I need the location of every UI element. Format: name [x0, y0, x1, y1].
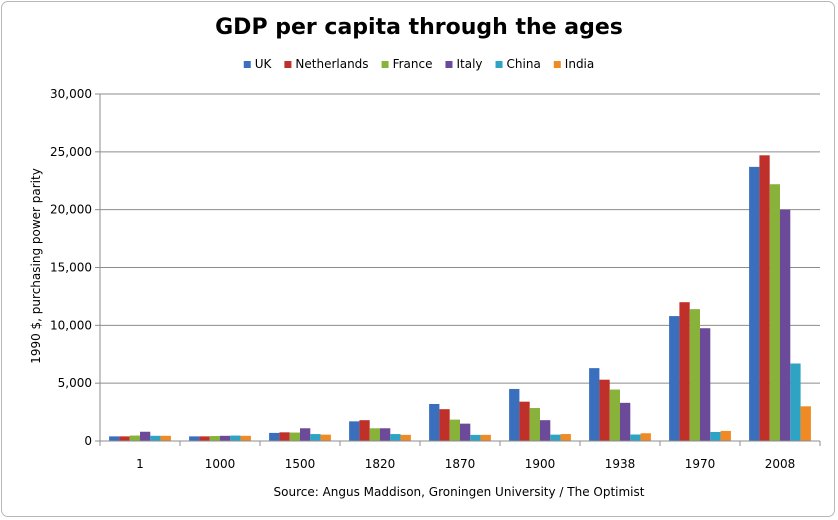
y-axis-ticks: 0 5,000 10,000 15,000 20,000 25,000 30,000: [50, 87, 92, 448]
bar: [160, 435, 171, 441]
axes: [99, 94, 820, 442]
x-tick-label: 1970: [685, 457, 716, 471]
gridlines: [95, 93, 820, 442]
legend-swatch: [381, 61, 389, 68]
bar: [439, 409, 450, 441]
legend-label: Netherlands: [295, 57, 368, 71]
legend-swatch: [243, 61, 251, 68]
bar: [119, 436, 130, 441]
y-tick-label: 10,000: [50, 318, 92, 332]
bar: [380, 428, 391, 441]
bar: [780, 209, 791, 441]
x-tick-label: 1000: [205, 457, 236, 471]
legend-swatch: [445, 61, 453, 68]
bar: [189, 436, 200, 441]
bar: [589, 368, 600, 441]
bar: [720, 430, 731, 441]
bar: [129, 435, 140, 441]
y-tick-label: 30,000: [50, 87, 92, 101]
bar: [230, 435, 241, 441]
legend-label: France: [393, 57, 433, 71]
bar: [640, 433, 651, 441]
x-tick-label: 1500: [285, 457, 316, 471]
x-tick-label: 1870: [445, 457, 476, 471]
x-tick-label: 1938: [605, 457, 636, 471]
legend-label: Italy: [456, 57, 482, 71]
bar: [700, 328, 711, 441]
bar: [540, 420, 551, 441]
bars: [109, 155, 811, 441]
bar: [519, 401, 530, 441]
bar: [759, 155, 770, 441]
bar: [749, 166, 760, 441]
bar: [199, 436, 210, 441]
bar: [240, 435, 251, 441]
bar: [150, 435, 161, 441]
bar: [460, 423, 471, 441]
bar: [109, 436, 120, 441]
chart-title: GDP per capita through the ages: [215, 15, 623, 40]
bar: [349, 421, 360, 441]
bar: [769, 184, 780, 441]
bar: [599, 379, 610, 441]
bar: [220, 435, 231, 441]
x-tick-label: 1820: [365, 457, 396, 471]
y-axis-title: 1990 $, purchasing power parity: [29, 168, 43, 364]
x-axis-ticks: 1 1000 1500 1820 1870 1900 1938 1970 2008: [99, 441, 821, 471]
legend-label: India: [565, 57, 594, 71]
bar: [209, 436, 220, 441]
y-tick-label: 15,000: [50, 261, 92, 275]
bar: [620, 402, 631, 441]
bar: [400, 434, 411, 441]
bar: [390, 434, 401, 441]
bar: [509, 388, 520, 441]
x-tick-label: 1: [136, 457, 144, 471]
y-tick-label: 25,000: [50, 145, 92, 159]
bar: [550, 434, 561, 441]
bar: [790, 363, 801, 441]
legend-swatch: [553, 61, 561, 68]
legend: UK Netherlands France Italy China India: [243, 57, 594, 71]
bar: [429, 403, 440, 441]
legend-swatch: [495, 61, 503, 68]
x-axis-title: Source: Angus Maddison, Groningen Univer…: [274, 485, 645, 499]
x-tick-label: 2008: [765, 457, 796, 471]
bar: [470, 434, 481, 441]
bar: [289, 432, 300, 441]
y-tick-label: 20,000: [50, 203, 92, 217]
bar: [359, 420, 370, 441]
bar: [449, 419, 460, 441]
y-tick-label: 0: [84, 434, 92, 448]
bar: [279, 432, 290, 441]
bar: [140, 431, 151, 441]
bar: [310, 434, 321, 441]
y-tick-label: 5,000: [58, 376, 92, 390]
bar: [609, 389, 620, 441]
bar: [630, 434, 641, 441]
bar: [679, 302, 690, 441]
bar: [689, 309, 700, 441]
bar: [669, 316, 680, 441]
x-tick-label: 1900: [525, 457, 556, 471]
bar: [800, 406, 811, 441]
bar: [480, 434, 491, 441]
legend-label: China: [507, 57, 541, 71]
bar: [710, 431, 721, 441]
bar: [269, 432, 280, 441]
legend-swatch: [284, 61, 292, 68]
bar: [529, 408, 540, 441]
bar: [300, 428, 311, 441]
bar: [560, 434, 571, 441]
legend-label: UK: [255, 57, 273, 71]
bar: [369, 428, 380, 441]
bar: [320, 434, 331, 441]
